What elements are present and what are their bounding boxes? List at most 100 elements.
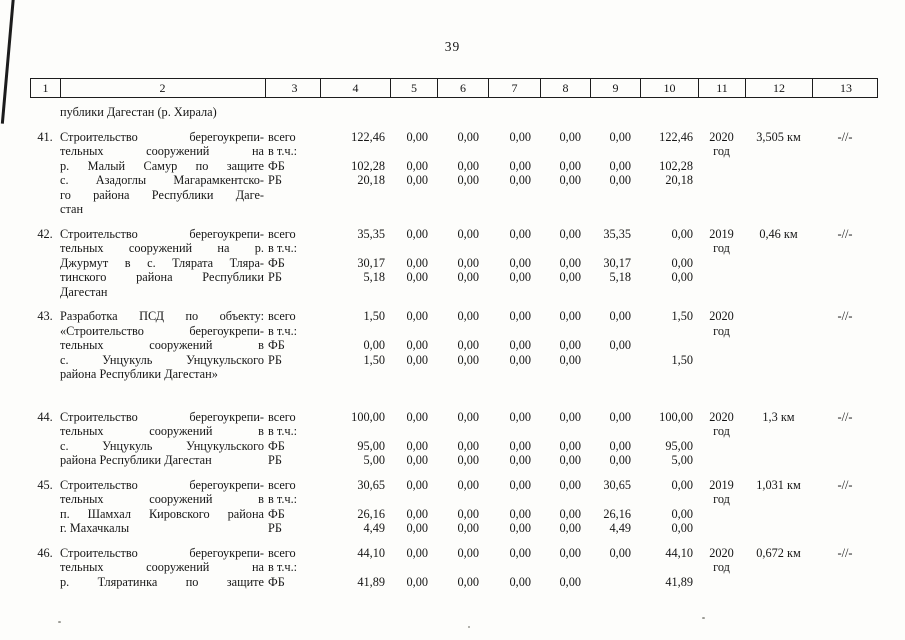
values-col-9: 0,00 xyxy=(609,545,631,560)
values-col-10: 100,00 95,00 5,00 xyxy=(659,409,693,468)
row-number: 43. xyxy=(37,309,53,323)
note-column: -//- xyxy=(837,477,853,492)
table-row-42: 42. Строительство берегоукрепи-тельных со… xyxy=(30,227,878,300)
header-col-10: 10 xyxy=(641,79,699,97)
object-name: Строительство берегоукрепи-тельных соору… xyxy=(60,226,264,299)
values-col-7: 0,00 0,00 0,00 xyxy=(509,409,531,468)
object-name: Строительство берегоукрепи-тельных соору… xyxy=(60,545,264,589)
values-col-8: 0,00 0,00 0,00 xyxy=(559,409,581,468)
note-column: -//- xyxy=(837,129,853,144)
header-col-7: 7 xyxy=(489,79,541,97)
funding-source-column: всего в т.ч.: ФБ xyxy=(268,545,298,589)
funding-source-column: всего в т.ч.: ФБ РБ xyxy=(268,129,298,188)
scan-speck xyxy=(58,621,61,623)
object-name: Строительство берегоукрепи-тельных соору… xyxy=(60,409,264,468)
values-col-8: 0,00 0,00 0,00 xyxy=(559,226,581,285)
values-col-4: 100,00 95,00 5,00 xyxy=(351,409,385,468)
values-col-7: 0,00 0,00 0,00 xyxy=(509,129,531,188)
table-row-44: 44. Строительство берегоукрепи-тельных со… xyxy=(30,410,878,468)
length-column: 0,672 км xyxy=(756,545,801,560)
note-column: -//- xyxy=(837,545,853,560)
header-col-3: 3 xyxy=(266,79,321,97)
values-col-10: 122,46 102,28 20,18 xyxy=(659,129,693,188)
year-column: 2019 год xyxy=(709,226,734,256)
values-col-5: 0,00 0,00 0,00 xyxy=(406,477,428,536)
funding-source-column: всего в т.ч.: ФБ РБ xyxy=(268,477,298,536)
values-col-4: 44,10 41,89 xyxy=(357,545,385,589)
year-column: 2020 год xyxy=(709,309,734,338)
length-column xyxy=(745,309,812,382)
values-col-10: 1,50 1,50 xyxy=(671,309,693,367)
object-name: Разработка ПСД по объекту: «Строительство… xyxy=(60,309,264,381)
values-col-5: 0,00 0,00 xyxy=(406,545,428,589)
values-col-9: 0,00 0,00 xyxy=(609,309,631,352)
year-column: 2020 год xyxy=(709,545,734,575)
values-col-5: 0,00 0,00 0,00 xyxy=(406,409,428,468)
values-col-4: 1,50 0,00 1,50 xyxy=(363,309,385,367)
length-column: 0,46 км xyxy=(759,226,798,241)
values-col-5: 0,00 0,00 0,00 xyxy=(406,226,428,285)
values-col-10: 0,00 0,00 0,00 xyxy=(671,226,693,285)
table-row-45: 45. Строительство берегоукрепи-тельных со… xyxy=(30,478,878,536)
header-col-8: 8 xyxy=(541,79,591,97)
row-number: 41. xyxy=(37,129,53,144)
values-col-8: 0,00 0,00 0,00 xyxy=(559,477,581,536)
values-col-10: 0,00 0,00 0,00 xyxy=(671,477,693,536)
header-col-6: 6 xyxy=(438,79,489,97)
header-col-5: 5 xyxy=(391,79,438,97)
header-col-2: 2 xyxy=(61,79,266,97)
values-col-6: 0,00 0,00 0,00 xyxy=(457,226,479,285)
values-col-9: 30,65 26,16 4,49 xyxy=(603,477,631,536)
carryover-text: публики Дагестан (р. Хирала) xyxy=(60,105,217,119)
year-column: 2020 год xyxy=(709,129,734,159)
values-col-9: 0,00 0,00 0,00 xyxy=(609,129,631,188)
values-col-6: 0,00 0,00 xyxy=(457,545,479,589)
values-col-5: 0,00 0,00 0,00 xyxy=(406,309,428,367)
values-col-7: 0,00 0,00 0,00 xyxy=(509,309,531,367)
table-header-row: 1 2 3 4 5 6 7 8 9 10 11 12 13 xyxy=(30,78,878,98)
values-col-7: 0,00 0,00 0,00 xyxy=(509,477,531,536)
row-number: 42. xyxy=(37,226,53,241)
length-column: 1,031 км xyxy=(756,477,801,492)
carryover-spacer xyxy=(30,105,60,120)
values-col-6: 0,00 0,00 0,00 xyxy=(457,477,479,536)
values-col-4: 122,46 102,28 20,18 xyxy=(351,129,385,188)
carryover-row: публики Дагестан (р. Хирала) xyxy=(30,105,878,120)
funding-source-column: всего в т.ч.: ФБ РБ xyxy=(268,226,298,285)
row-number: 45. xyxy=(37,477,53,492)
scan-speck xyxy=(468,626,470,628)
table-row-43: 43. Разработка ПСД по объекту: «Строительс… xyxy=(30,309,878,382)
schedule-table: 1 2 3 4 5 6 7 8 9 10 11 12 13 публики Дагестан (р. Х… xyxy=(30,78,878,589)
values-col-7: 0,00 0,00 0,00 xyxy=(509,226,531,285)
carryover-text-cell: публики Дагестан (р. Хирала) xyxy=(60,105,265,120)
values-col-4: 35,35 30,17 5,18 xyxy=(357,226,385,285)
note-column: -//- xyxy=(837,309,853,323)
year-column: 2020 год xyxy=(709,409,734,439)
table-row-41: 41. Строительство берегоукрепи-тельных со… xyxy=(30,130,878,217)
header-col-13: 13 xyxy=(840,81,852,95)
header-col-1: 1 xyxy=(31,79,61,97)
values-col-9: 35,35 30,17 5,18 xyxy=(603,226,631,285)
values-col-6: 0,00 0,00 0,00 xyxy=(457,129,479,188)
header-col-4: 4 xyxy=(321,79,391,97)
length-column: 3,505 км xyxy=(756,129,801,144)
note-column: -//- xyxy=(837,409,853,424)
row-number: 44. xyxy=(37,409,53,424)
funding-source-column: всего в т.ч.: ФБ РБ xyxy=(268,409,298,468)
year-column: 2019 год xyxy=(709,477,734,507)
funding-source-column: всего в т.ч.: ФБ РБ xyxy=(268,309,298,367)
values-col-8: 0,00 0,00 xyxy=(559,545,581,589)
object-name: Строительство берегоукрепи-тельных соору… xyxy=(60,129,264,217)
note-column: -//- xyxy=(837,226,853,241)
page-number: 39 xyxy=(444,39,461,54)
values-col-7: 0,00 0,00 xyxy=(509,545,531,589)
values-col-6: 0,00 0,00 0,00 xyxy=(457,309,479,367)
length-column: 1,3 км xyxy=(762,409,795,424)
header-col-9: 9 xyxy=(591,79,641,97)
scan-artifact-line xyxy=(0,0,15,124)
values-col-6: 0,00 0,00 0,00 xyxy=(457,409,479,468)
values-col-4: 30,65 26,16 4,49 xyxy=(357,477,385,536)
values-col-8: 0,00 0,00 0,00 xyxy=(559,309,581,367)
header-col-12: 12 xyxy=(746,79,813,97)
